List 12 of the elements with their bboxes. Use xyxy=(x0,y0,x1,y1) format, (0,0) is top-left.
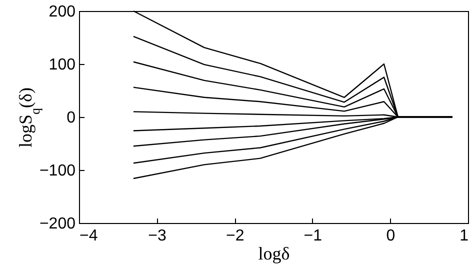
x-tick-label: 0 xyxy=(386,228,396,244)
x-tick-label: −3 xyxy=(148,228,167,244)
x-tick-label: −4 xyxy=(80,228,98,244)
y-tick-label: 100 xyxy=(48,56,76,74)
x-tick-label: −1 xyxy=(304,228,322,244)
y-tick-label: −100 xyxy=(39,162,76,180)
x-tick-label: −2 xyxy=(226,228,244,244)
x-axis-title: logδ xyxy=(258,244,290,264)
y-tick-label: 200 xyxy=(48,4,76,20)
x-tick-label: 1 xyxy=(460,228,469,244)
y-tick-label: −200 xyxy=(39,216,76,232)
y-tick-label: 0 xyxy=(66,110,76,126)
